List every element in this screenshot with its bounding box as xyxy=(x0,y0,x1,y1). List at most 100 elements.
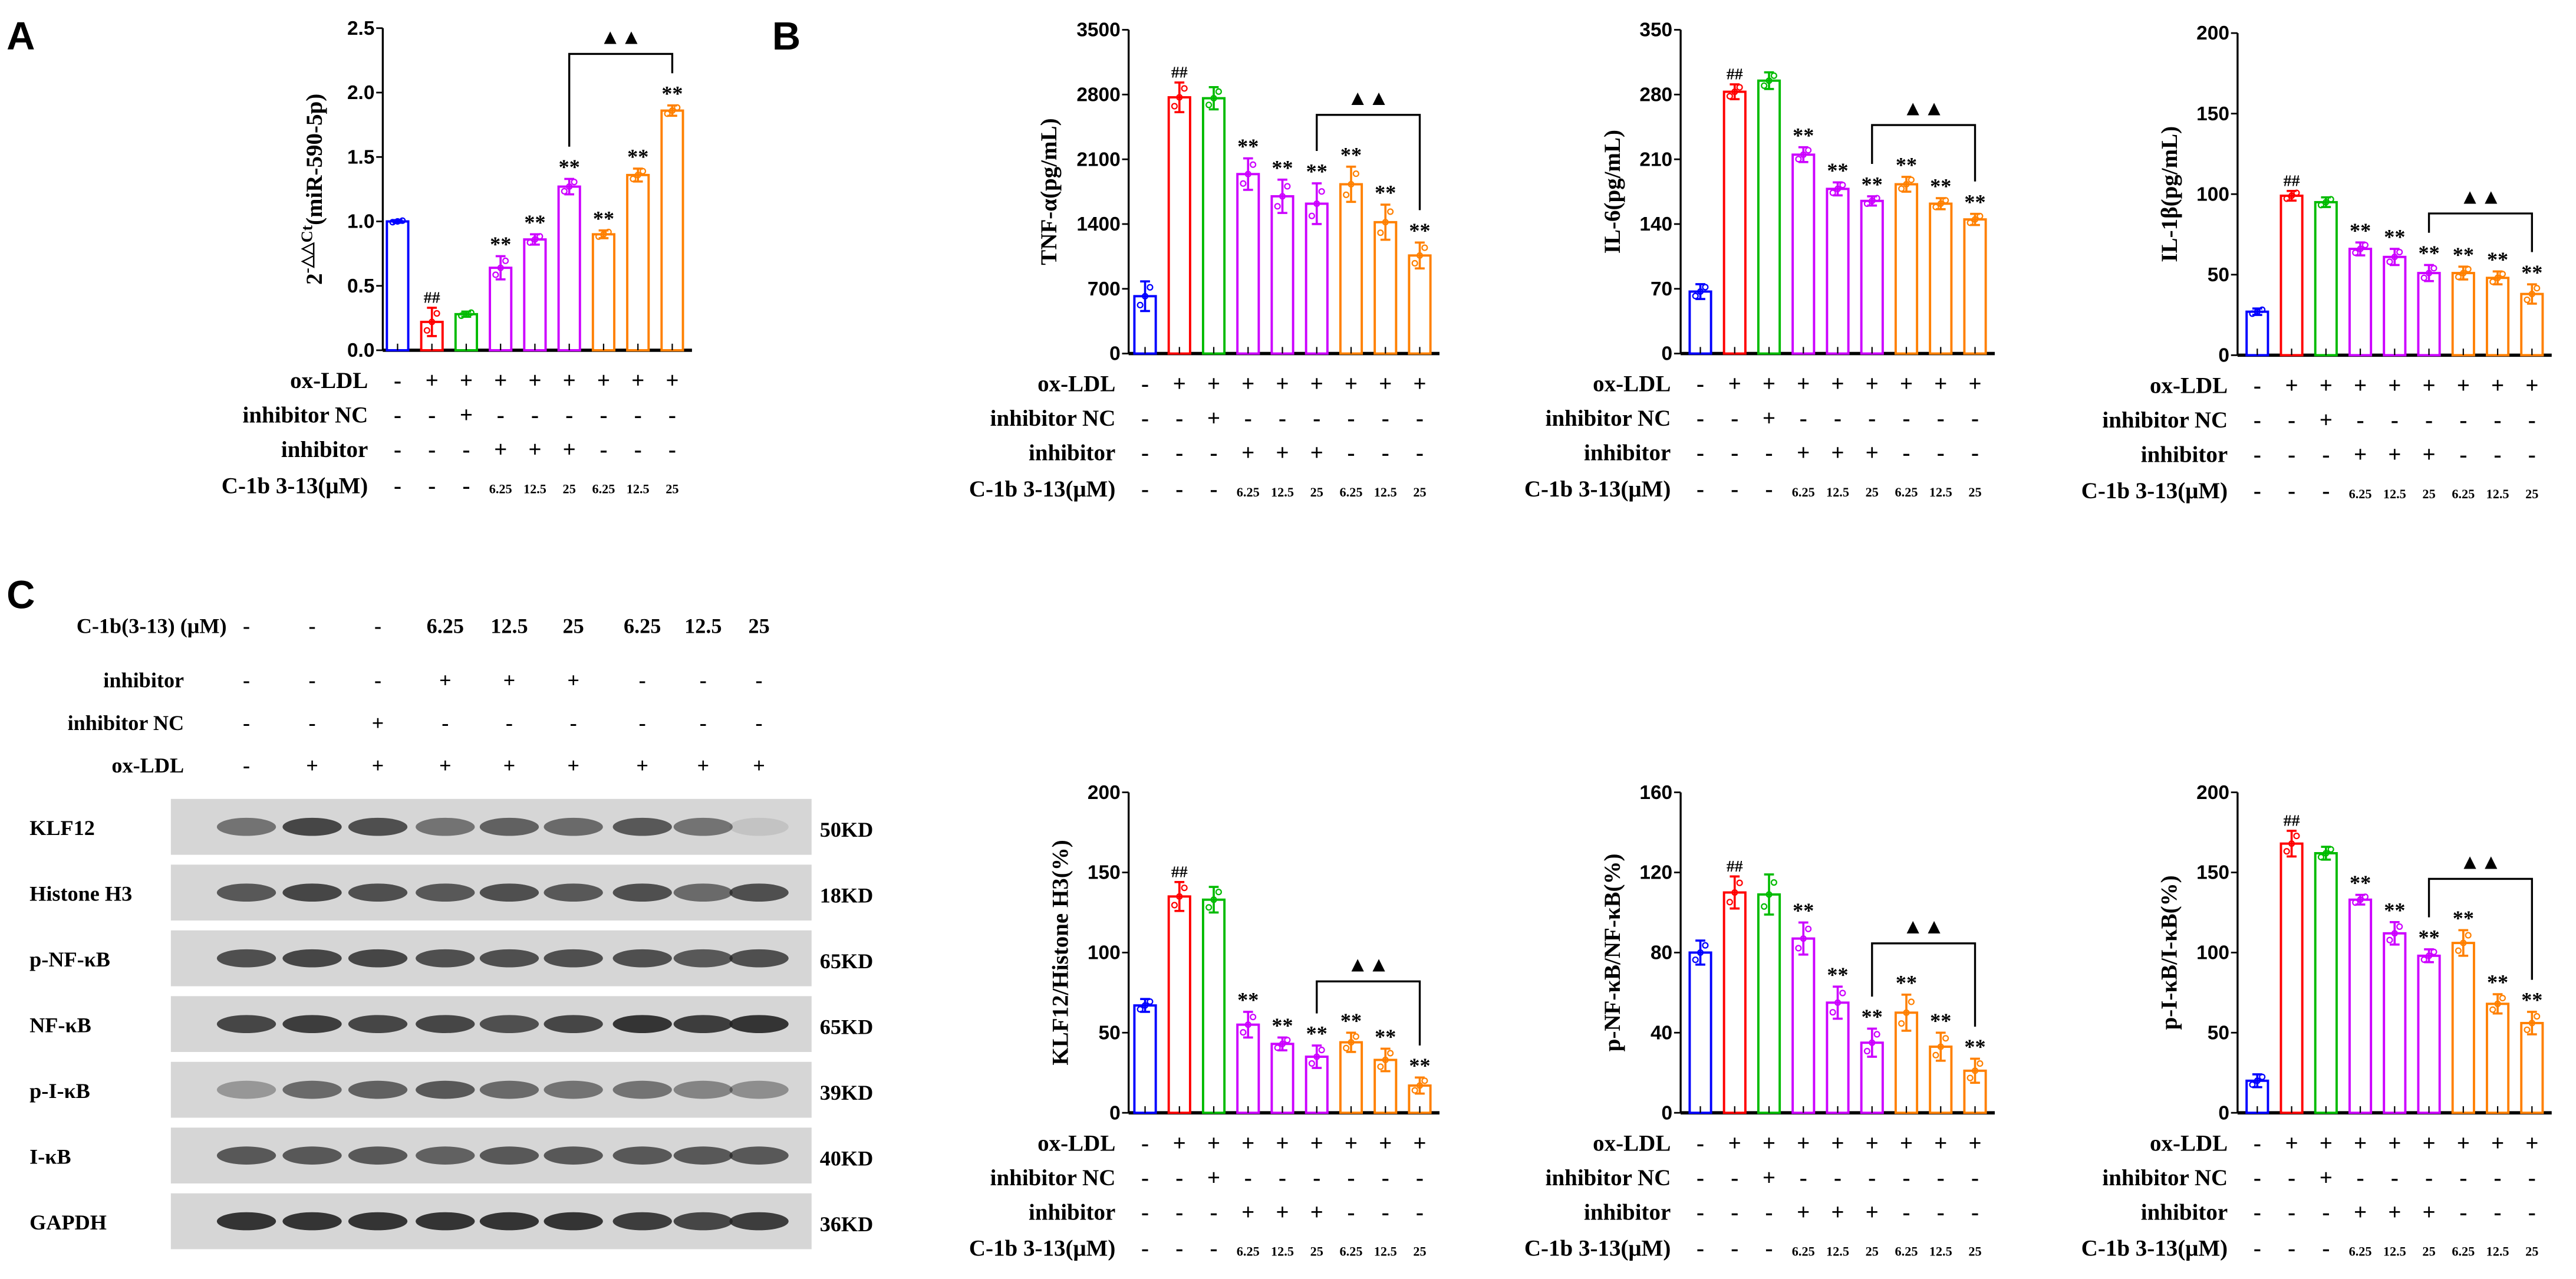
bar xyxy=(1757,893,1781,1114)
condition-value: - xyxy=(1175,1199,1183,1225)
condition-value: - xyxy=(1382,406,1389,431)
data-point xyxy=(1736,84,1743,91)
blot-condition-value: + xyxy=(306,754,318,777)
protein-band xyxy=(216,1212,276,1231)
condition-value: 12.5 xyxy=(1271,1244,1294,1259)
significance-mark: ** xyxy=(1827,963,1848,987)
data-point xyxy=(1147,998,1154,1005)
data-point xyxy=(2534,1012,2541,1020)
significance-mark: ** xyxy=(1964,190,1985,213)
data-point xyxy=(502,257,509,264)
comparison-bracket xyxy=(1316,980,1421,1046)
data-point xyxy=(2323,199,2330,206)
data-point xyxy=(1702,284,1709,291)
data-point xyxy=(1318,1047,1325,1054)
y-axis-title-base: 2 xyxy=(302,273,327,285)
data-point xyxy=(1903,1009,1910,1016)
significance-mark: ## xyxy=(2284,812,2300,830)
condition-value: + xyxy=(2354,442,2367,468)
condition-value: + xyxy=(1173,1130,1186,1156)
condition-value: 6.25 xyxy=(489,481,512,496)
condition-value: + xyxy=(2457,1130,2470,1156)
data-point xyxy=(2420,956,2427,963)
condition-value: - xyxy=(1416,1165,1424,1191)
data-point xyxy=(2293,833,2300,840)
significance-mark: ** xyxy=(2418,241,2439,265)
data-point xyxy=(497,264,504,271)
protein-band xyxy=(729,1015,789,1033)
condition-value: - xyxy=(1697,1236,1704,1261)
data-point xyxy=(1240,1029,1247,1036)
condition-value: 12.5 xyxy=(1374,485,1397,499)
protein-band xyxy=(348,1212,408,1231)
chart-pikb: 0 50 100 150 200 p-I-κB/I-κB(%) ## ** ** ** ** ** **… xyxy=(2081,782,2552,1261)
condition-value: - xyxy=(565,403,573,428)
condition-value: - xyxy=(1348,440,1355,466)
data-point xyxy=(2528,290,2535,298)
condition-value: + xyxy=(2320,373,2333,398)
condition-label: ox-LDL xyxy=(2150,1130,2228,1156)
significance-mark: ## xyxy=(1727,857,1743,876)
protein-band xyxy=(612,1146,672,1165)
condition-value: + xyxy=(2285,373,2298,398)
condition-value: - xyxy=(2254,1199,2261,1225)
significance-mark: ** xyxy=(1964,1035,1985,1058)
bar xyxy=(1963,218,1987,355)
data-point xyxy=(674,104,681,111)
condition-value: - xyxy=(2357,407,2364,433)
condition-value: - xyxy=(2494,442,2502,468)
data-point xyxy=(2465,265,2472,273)
condition-value: 6.25 xyxy=(1340,485,1363,499)
bar xyxy=(1167,96,1191,355)
protein-band xyxy=(282,949,342,968)
y-tick-label: 80 xyxy=(1651,942,1672,964)
data-point xyxy=(2249,1081,2256,1088)
condition-value: - xyxy=(1348,1165,1355,1191)
condition-label: inhibitor xyxy=(2141,442,2228,468)
blot-condition-value: 6.25 xyxy=(427,614,464,637)
condition-value: 6.25 xyxy=(2452,486,2475,501)
condition-value: - xyxy=(2322,442,2330,468)
condition-label: inhibitor xyxy=(2141,1199,2228,1225)
bar xyxy=(660,109,684,351)
comparison-bracket xyxy=(2427,212,2533,252)
condition-value: 12.5 xyxy=(2383,1244,2406,1259)
blot-condition-label: inhibitor NC xyxy=(68,711,185,735)
protein-band xyxy=(416,1146,475,1165)
condition-label: C-1b 3-13(μM) xyxy=(1524,1236,1671,1261)
western-blot-panel: C-1b(3-13) (μM) - - -6.25 12.5 25 6.25 12.5 25in… xyxy=(29,614,873,1250)
condition-value: 6.25 xyxy=(1895,485,1918,499)
data-point xyxy=(2352,249,2359,257)
blot-condition-value: - xyxy=(700,668,707,692)
data-point xyxy=(1966,219,1974,226)
condition-value: - xyxy=(1937,1199,1945,1225)
bar xyxy=(1757,79,1781,355)
data-point xyxy=(1382,1056,1389,1064)
condition-value: - xyxy=(2528,442,2536,468)
significance-mark: ** xyxy=(2418,926,2439,949)
condition-value: - xyxy=(2254,1165,2261,1191)
significance-mark: ** xyxy=(2487,248,2508,271)
protein-band xyxy=(348,949,408,968)
protein-band xyxy=(673,949,733,968)
condition-value: - xyxy=(1868,1165,1876,1191)
condition-value: - xyxy=(1731,1199,1738,1225)
condition-value: + xyxy=(1207,371,1220,397)
bar xyxy=(2520,1022,2544,1114)
condition-value: - xyxy=(1765,440,1773,466)
condition-label: inhibitor NC xyxy=(990,406,1116,431)
condition-value: - xyxy=(1141,1130,1149,1156)
data-point xyxy=(1971,216,1979,223)
protein-band xyxy=(348,1080,408,1099)
significance-mark: ** xyxy=(1930,175,1951,198)
condition-value: + xyxy=(528,368,541,393)
blot-condition-value: - xyxy=(700,711,707,735)
data-point xyxy=(1421,244,1428,251)
condition-value: + xyxy=(1728,1130,1741,1156)
condition-value: - xyxy=(2322,1199,2330,1225)
bracket-significance-mark: ▲▲ xyxy=(1347,952,1389,976)
protein-band xyxy=(729,1080,789,1099)
bar xyxy=(2485,277,2510,357)
data-point xyxy=(2391,254,2398,261)
panel-label-a: A xyxy=(6,14,35,58)
